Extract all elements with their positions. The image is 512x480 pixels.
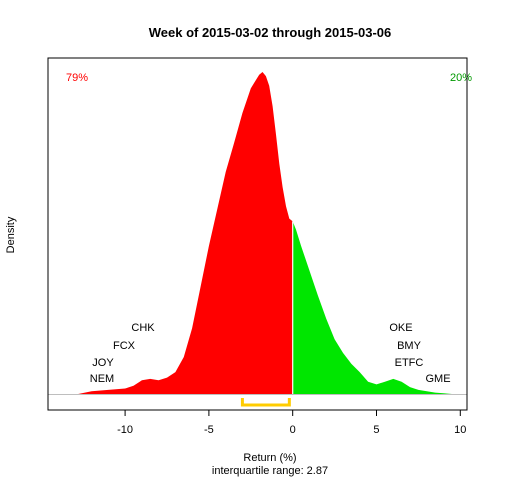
- y-axis-label: Density: [5, 216, 17, 253]
- x-tick-label: 0: [290, 424, 296, 436]
- density-area-negative: [78, 72, 293, 394]
- iqr-caption: interquartile range: 2.87: [212, 465, 328, 477]
- iqr-bar: [240, 398, 291, 407]
- pct-negative-label: 79%: [66, 72, 88, 84]
- x-tick-label: 10: [454, 424, 466, 436]
- x-axis: -10 -5 0 5 10: [117, 410, 466, 436]
- pct-positive-label: 20%: [450, 72, 472, 84]
- annotation-gme: GME: [425, 373, 450, 385]
- x-axis-label: Return (%): [243, 452, 296, 464]
- density-area-positive: [292, 221, 452, 394]
- plot-frame: [47, 57, 468, 411]
- annotation-oke: OKE: [389, 322, 412, 334]
- x-tick-label: 5: [373, 424, 379, 436]
- x-tick-label: -5: [204, 424, 214, 436]
- annotation-nem: NEM: [90, 373, 114, 385]
- annotation-bmy: BMY: [397, 340, 422, 352]
- chart-title: Week of 2015-03-02 through 2015-03-06: [149, 25, 392, 40]
- annotation-etfc: ETFC: [395, 357, 424, 369]
- x-tick-label: -10: [117, 424, 133, 436]
- positive-annotations: OKE BMY ETFC GME: [389, 322, 450, 385]
- annotation-fcx: FCX: [113, 340, 136, 352]
- annotation-joy: JOY: [92, 357, 114, 369]
- annotation-chk: CHK: [131, 322, 155, 334]
- negative-annotations: CHK FCX JOY NEM: [90, 322, 155, 385]
